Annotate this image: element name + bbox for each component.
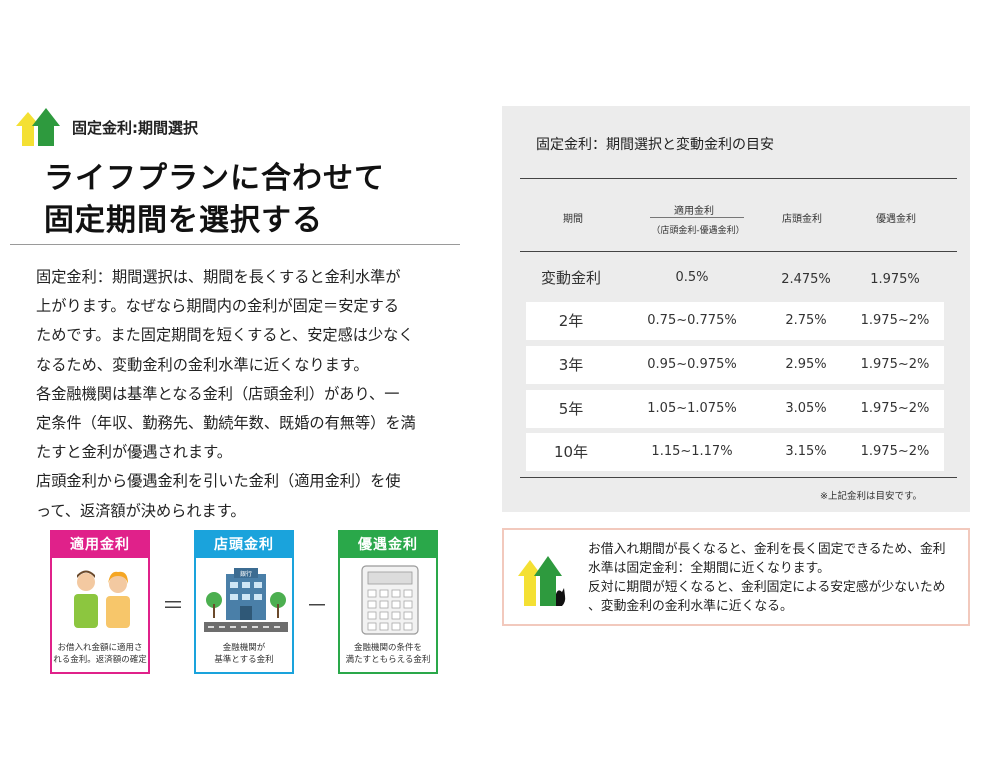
row-applied: 0.95~0.975% [647, 357, 737, 372]
body-line: 各金融機関は基準となる金利（店頭金利）があり、一 [36, 384, 400, 403]
body-text: 固定金利：期間選択は、期間を長くすると金利水準が 上がります。なぜなら期間内の金… [36, 263, 461, 526]
table-row: 5年 1.05~1.075% 3.05% 1.975~2% [526, 390, 944, 428]
callout-box [502, 528, 970, 626]
row-applied: 1.15~1.17% [651, 444, 733, 459]
applied-rate-caption: お借入れ金額に適用さ れる金利。返済額の確定 [52, 642, 148, 666]
row-preferential: 1.975~2% [860, 313, 930, 328]
body-line: ためです。また固定期間を短くすると、安定感は少なく [36, 326, 414, 345]
callout-text: お借入れ期間が長くなると、金利を長く固定できるため、金利 水準は固定金利：全期間… [588, 540, 946, 616]
row-storefront: 2.95% [785, 357, 827, 372]
header-storefront: 店頭金利 [782, 214, 822, 225]
body-line: たすと金利が優遇されます。 [36, 443, 232, 462]
preferential-rate-caption: 金融機関の条件を 満たすともらえる金利 [340, 642, 436, 666]
storefront-rate-box: 店頭金利 銀行 金融機関が 基準とする金利 [194, 530, 294, 674]
callout-line: 、変動金利の金利水準に近くなる。 [588, 599, 793, 614]
table-bottom-rule [520, 477, 957, 478]
callout-line: お借入れ期間が長くなると、金利を長く固定できるため、金利 [588, 542, 946, 557]
row-applied: 0.5% [675, 270, 709, 285]
row-storefront: 2.475% [781, 272, 831, 287]
table-row: 3年 0.95~0.975% 2.95% 1.975~2% [526, 346, 944, 384]
row-period: 3年 [558, 356, 584, 374]
couple-illustration-icon [74, 570, 130, 628]
preferential-rate-box: 優遇金利 金融機関の条件を 満たすともらえる金利 [338, 530, 438, 674]
header-preferential: 優遇金利 [876, 214, 916, 225]
equals-sign: ＝ [162, 594, 185, 619]
body-line: 定条件（年収、勤務先、勤続年数、既婚の有無等）を満 [36, 414, 416, 433]
rate-table-title: 固定金利：期間選択と変動金利の目安 [536, 137, 774, 153]
minus-sign: － [306, 594, 329, 619]
table-header-rule [520, 251, 957, 252]
row-period: 5年 [558, 400, 584, 418]
row-storefront: 3.05% [785, 401, 827, 416]
row-preferential: 1.975% [870, 272, 920, 287]
caption-line: お借入れ金額に適用さ [57, 643, 143, 653]
headline-line-1: ライフプランに合わせて [44, 161, 385, 196]
row-storefront: 3.15% [785, 444, 827, 459]
table-row: 変動金利 0.5% 2.475% 1.975% [526, 259, 944, 297]
row-storefront: 2.75% [785, 313, 827, 328]
table-note: ※上記金利は目安です。 [820, 491, 923, 502]
headline-line-2: 固定期間を選択する [44, 203, 323, 238]
row-preferential: 1.975~2% [860, 401, 930, 416]
applied-rate-box: 適用金利 お借入れ金額に適用さ れる金利。返済額の確定 [50, 530, 150, 674]
row-period: 10年 [553, 443, 589, 461]
header-period: 期間 [563, 214, 583, 225]
callout-line: 水準は固定金利：全期間に近くなります。 [588, 561, 830, 576]
body-line: なるため、変動金利の金利水準に近くなります。 [36, 355, 369, 374]
table-top-rule [520, 178, 957, 179]
row-period: 2年 [558, 312, 584, 330]
applied-rate-title: 適用金利 [52, 532, 148, 558]
row-preferential: 1.975~2% [860, 357, 930, 372]
preferential-rate-title: 優遇金利 [340, 532, 436, 558]
calculator-icon [361, 565, 419, 635]
callout-line: 反対に期間が短くなると、金利固定による安定感が少ないため [588, 580, 946, 595]
body-line: って、返済額が決められます。 [36, 501, 246, 520]
page-headline: ライフプランに合わせて 固定期間を選択する [44, 158, 385, 242]
house-with-cat-icon [518, 556, 566, 606]
caption-line: 金融機関の条件を [353, 643, 422, 653]
row-applied: 0.75~0.775% [647, 313, 737, 328]
body-line: 店頭金利から優遇金利を引いた金利（適用金利）を使 [36, 472, 401, 491]
section-label: 固定金利:期間選択 [72, 119, 198, 137]
headline-divider [10, 244, 460, 245]
caption-line: 金融機関が [222, 643, 266, 653]
storefront-rate-title: 店頭金利 [196, 532, 292, 558]
table-row: 2年 0.75~0.775% 2.75% 1.975~2% [526, 302, 944, 340]
body-line: 上がります。なぜなら期間内の金利が固定＝安定する [36, 297, 399, 316]
table-row: 10年 1.15~1.17% 3.15% 1.975~2% [526, 433, 944, 471]
house-arrow-icon [16, 108, 60, 146]
header-applied-sub: （店頭金利-優遇金利） [651, 226, 745, 236]
storefront-rate-caption: 金融機関が 基準とする金利 [196, 642, 292, 666]
header-applied-divider [650, 217, 744, 218]
bank-building-icon: 銀行 [204, 568, 288, 632]
body-line: 固定金利：期間選択は、期間を長くすると金利水準が [36, 268, 401, 286]
row-period: 変動金利 [540, 269, 601, 287]
row-applied: 1.05~1.075% [647, 401, 737, 416]
bank-sign: 銀行 [240, 570, 252, 578]
caption-line: 満たすともらえる金利 [345, 655, 431, 665]
caption-line: 基準とする金利 [214, 655, 274, 665]
caption-line: れる金利。返済額の確定 [53, 655, 147, 665]
header-applied: 適用金利 [674, 206, 714, 217]
row-preferential: 1.975~2% [860, 444, 930, 459]
